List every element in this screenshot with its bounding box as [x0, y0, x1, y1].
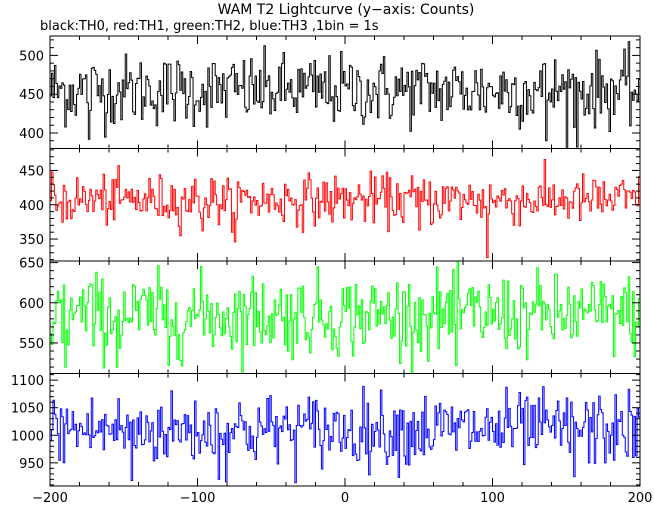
- y-tick-label: 450: [19, 88, 44, 103]
- x-tick-label: −100: [180, 491, 216, 505]
- y-tick-label: 550: [19, 337, 44, 352]
- x-tick-label: −200: [32, 491, 68, 505]
- x-tick-label: 0: [341, 491, 349, 505]
- y-tick-label: 1050: [11, 402, 44, 417]
- x-tick-label: 100: [480, 491, 505, 505]
- y-tick-label: 400: [19, 199, 44, 214]
- y-tick-label: 350: [19, 233, 44, 248]
- panels: 400 450 500 350 400 450 550 600 650 950 1000 1050 11…: [11, 35, 641, 487]
- panel-th1: 350 400 450: [19, 148, 641, 262]
- panel-th3: 950 1000 1050 1100: [11, 373, 641, 487]
- series-line-th3: [50, 385, 640, 484]
- y-tick-label: 950: [19, 457, 44, 472]
- panel-th0: 400 450 500: [19, 35, 641, 149]
- series-line-th0: [50, 41, 640, 149]
- chart-subtitle: black:TH0, red:TH1, green:TH2, blue:TH3 …: [40, 19, 379, 34]
- y-tick-label: 1000: [11, 429, 44, 444]
- series-line-th2: [50, 261, 640, 374]
- y-tick-label: 650: [19, 257, 44, 272]
- y-tick-label: 1100: [11, 374, 44, 389]
- y-tick-label: 600: [19, 297, 44, 312]
- y-tick-label: 400: [19, 127, 44, 142]
- series-line-th1: [50, 159, 640, 259]
- chart-title: WAM T2 Lightcurve (y−axis: Counts): [218, 2, 475, 18]
- x-tick-label: 200: [628, 491, 653, 505]
- x-axis: −200 −100 0 100 200: [32, 491, 652, 505]
- y-tick-label: 500: [19, 49, 44, 64]
- y-tick-label: 450: [19, 164, 44, 179]
